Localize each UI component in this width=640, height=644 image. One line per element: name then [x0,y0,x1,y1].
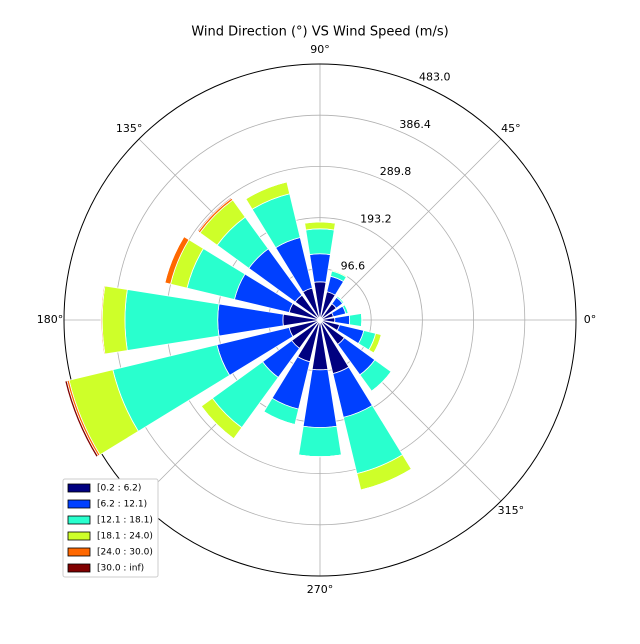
legend-swatch [67,547,91,557]
wind-bar [64,380,99,458]
legend-box [62,478,159,578]
radial-tick-label: 96.6 [341,260,366,273]
angle-tick-label: 270° [307,583,334,596]
legend-label: [6.2 : 12.1) [97,500,147,510]
radial-tick-label: 386.4 [399,118,431,131]
legend-swatch [67,499,91,509]
wind-bar [309,253,331,283]
wind-bar [196,196,233,233]
wind-bar [331,269,348,277]
angle-tick-label: 90° [310,43,330,56]
wind-bar [334,314,351,326]
legend-label: [12.1 : 18.1) [97,516,153,526]
wind-bar [164,236,185,283]
wind-bar [304,221,336,224]
wind-bar [305,228,335,256]
angle-tick-label: 135° [116,122,143,135]
wind-bar [100,285,105,355]
wind-bar [302,368,338,428]
angle-tick-label: 315° [498,504,525,517]
wind-bar [124,289,220,351]
wind-bar [348,312,363,328]
angle-tick-label: 45° [501,122,521,135]
legend-swatch [67,483,91,493]
angle-tick-label: 180° [37,313,64,326]
legend-label: [0.2 : 6.2) [97,484,141,494]
radial-tick-label: 289.8 [380,165,412,178]
wind-bar [298,425,342,458]
wind-bar [101,285,128,355]
legend-swatch [67,515,91,525]
legend-swatch [67,531,91,541]
legend-label: [24.0 : 30.0) [97,548,153,558]
outer-circle [63,63,577,577]
chart-title: Wind Direction (°) VS Wind Speed (m/s) [191,25,448,40]
wind-bar [200,406,234,440]
wind-bar [360,313,363,327]
radial-tick-label: 483.0 [419,70,451,83]
wind-bar [344,304,349,314]
legend-label: [18.1 : 24.0) [97,532,153,542]
radial-tick-label: 193.2 [360,212,392,225]
angle-tick-label: 0° [584,313,597,326]
legend-swatch [67,563,91,573]
angle-grid-line [319,138,502,321]
legend-label: [30.0 : inf) [97,564,144,574]
wind-bar [304,221,336,231]
